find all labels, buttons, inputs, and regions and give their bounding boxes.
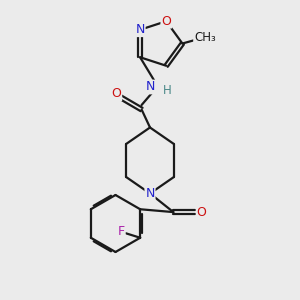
Text: O: O: [197, 206, 206, 219]
Text: O: O: [112, 87, 121, 101]
Text: N: N: [145, 187, 155, 200]
Text: CH₃: CH₃: [194, 31, 216, 44]
Text: F: F: [118, 225, 125, 238]
Text: H: H: [163, 84, 172, 98]
Text: O: O: [161, 15, 171, 28]
Text: N: N: [135, 23, 145, 36]
Text: N: N: [146, 80, 156, 94]
